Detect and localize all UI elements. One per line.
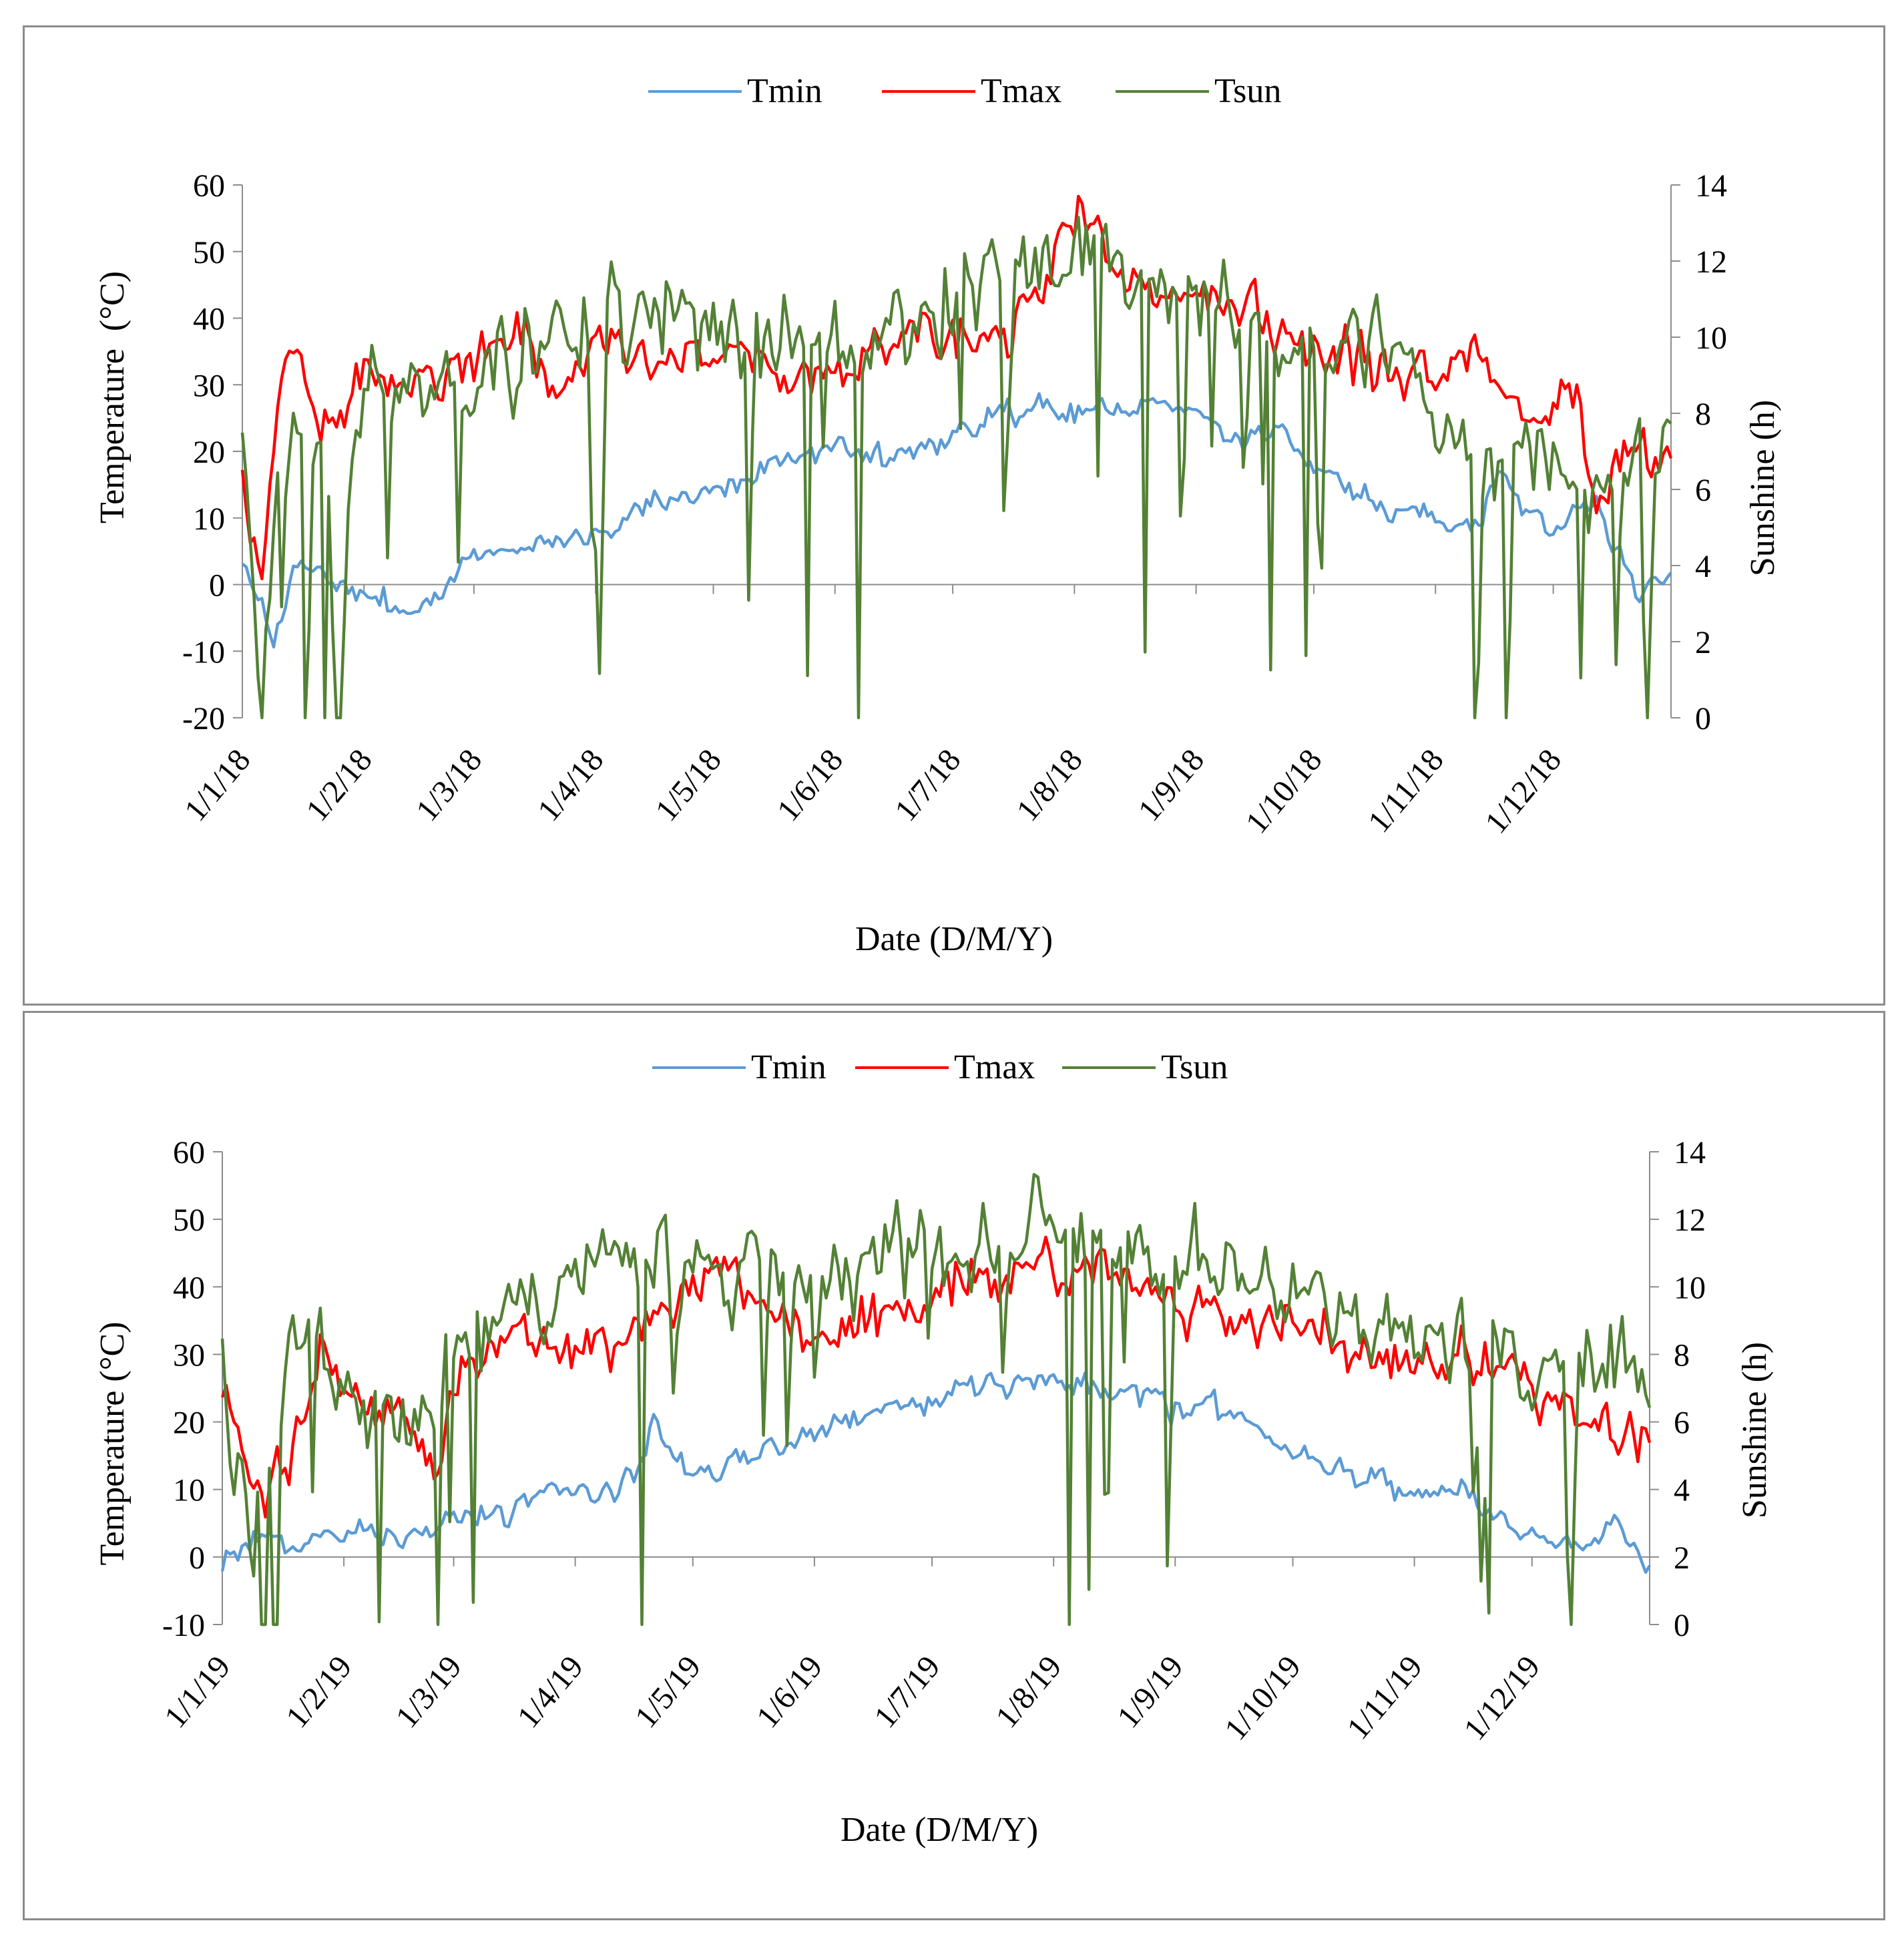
y-axis-title: Temperature (°C) <box>93 1321 132 1565</box>
legend-label-tsun: Tsun <box>1161 1048 1228 1086</box>
y-axis-title: Temperature (°C) <box>93 271 132 523</box>
legend-label-tmin: Tmin <box>751 1048 826 1086</box>
y2-tick-label: 6 <box>1674 1406 1690 1441</box>
x-tick-label: 1/1/18 <box>178 742 257 828</box>
y-tick-label: 50 <box>193 235 225 270</box>
y2-tick-label: 0 <box>1674 1608 1690 1643</box>
x-axis-title: Date (D/M/Y) <box>841 1811 1038 1849</box>
chart-panel-2019: Tmin Tmax Tsun Temperature (°C) Sunshine… <box>23 1011 1885 1920</box>
y-tick-label: 10 <box>193 501 225 537</box>
y2-axis-title: Sunshine (h) <box>1744 400 1782 576</box>
x-tick-label: 1/7/19 <box>867 1649 947 1735</box>
series-line-tmax <box>240 194 1673 581</box>
x-axis-title: Date (D/M/Y) <box>855 920 1053 958</box>
y2-axis-title: Sunshine (h) <box>1736 1342 1774 1518</box>
legend-label-tmin: Tmin <box>747 72 822 110</box>
legend-label-tsun: Tsun <box>1214 72 1281 110</box>
x-tick-label: 1/2/19 <box>279 1649 359 1735</box>
series-line-tsun <box>240 216 1672 720</box>
x-tick-label: 1/5/19 <box>628 1649 708 1735</box>
x-tick-label: 1/6/18 <box>770 742 850 828</box>
chart-2018: Tmin Tmax Tsun Temperature (°C) Sunshine… <box>93 72 1782 958</box>
x-tick-label: 1/11/18 <box>1361 742 1451 839</box>
y-tick-label: 40 <box>173 1270 205 1305</box>
x-tick-label: 1/2/18 <box>299 742 379 828</box>
y2-tick-label: 0 <box>1695 701 1711 736</box>
y-tick-label: 10 <box>173 1473 205 1508</box>
x-tick-label: 1/12/19 <box>1457 1649 1547 1747</box>
y2-tick-label: 14 <box>1674 1135 1706 1170</box>
legend-label-tmax: Tmax <box>981 72 1061 110</box>
series-line-tmax <box>220 1235 1652 1519</box>
series-line-tmin <box>220 1371 1651 1574</box>
y-tick-label: 60 <box>193 168 225 204</box>
chart-panel-2018: Tmin Tmax Tsun Temperature (°C) Sunshine… <box>23 25 1885 1006</box>
y-tick-label: -10 <box>182 634 225 670</box>
series-line-tmin <box>241 392 1672 649</box>
y2-tick-label: 4 <box>1695 549 1711 584</box>
y-tick-label: -20 <box>182 701 225 736</box>
y2-tick-label: 6 <box>1695 473 1711 508</box>
y-tick-label: -10 <box>162 1608 205 1643</box>
x-tick-label: 1/6/19 <box>750 1649 829 1735</box>
x-tick-label: 1/1/19 <box>158 1649 237 1735</box>
x-tick-label: 1/10/19 <box>1218 1649 1308 1747</box>
y2-tick-label: 8 <box>1695 397 1711 432</box>
x-tick-label: 1/4/19 <box>511 1649 590 1735</box>
y-tick-label: 60 <box>173 1135 205 1170</box>
x-tick-label: 1/8/19 <box>989 1649 1068 1735</box>
y2-tick-label: 10 <box>1695 320 1727 356</box>
y-tick-label: 20 <box>173 1406 205 1441</box>
x-tick-label: 1/10/18 <box>1239 742 1329 840</box>
y-tick-label: 0 <box>209 568 225 604</box>
y2-tick-label: 12 <box>1695 244 1727 280</box>
y2-tick-label: 2 <box>1674 1540 1690 1576</box>
x-tick-label: 1/3/18 <box>409 742 489 828</box>
x-tick-label: 1/11/19 <box>1340 1649 1429 1746</box>
x-tick-label: 1/12/18 <box>1478 742 1568 840</box>
x-tick-label: 1/9/18 <box>1132 742 1211 828</box>
y2-tick-label: 10 <box>1674 1270 1706 1305</box>
y2-tick-label: 8 <box>1674 1337 1690 1373</box>
y2-tick-label: 4 <box>1674 1473 1690 1508</box>
x-tick-label: 1/7/18 <box>888 742 967 828</box>
x-tick-label: 1/3/19 <box>389 1649 469 1735</box>
y-tick-label: 20 <box>193 435 225 470</box>
y2-tick-label: 14 <box>1695 168 1727 204</box>
x-tick-label: 1/4/18 <box>531 742 610 828</box>
x-tick-label: 1/8/18 <box>1009 742 1089 828</box>
y-tick-label: 50 <box>173 1203 205 1238</box>
chart-2019: Tmin Tmax Tsun Temperature (°C) Sunshine… <box>93 1048 1774 1849</box>
series-line-tsun <box>220 1172 1652 1627</box>
x-tick-label: 1/9/19 <box>1110 1649 1190 1735</box>
y-tick-label: 40 <box>193 302 225 337</box>
y2-tick-label: 2 <box>1695 625 1711 660</box>
x-tick-label: 1/5/18 <box>648 742 728 828</box>
y-tick-label: 0 <box>189 1540 205 1576</box>
legend-label-tmax: Tmax <box>954 1048 1035 1086</box>
y-tick-label: 30 <box>173 1337 205 1373</box>
y2-tick-label: 12 <box>1674 1203 1706 1238</box>
y-tick-label: 30 <box>193 368 225 403</box>
